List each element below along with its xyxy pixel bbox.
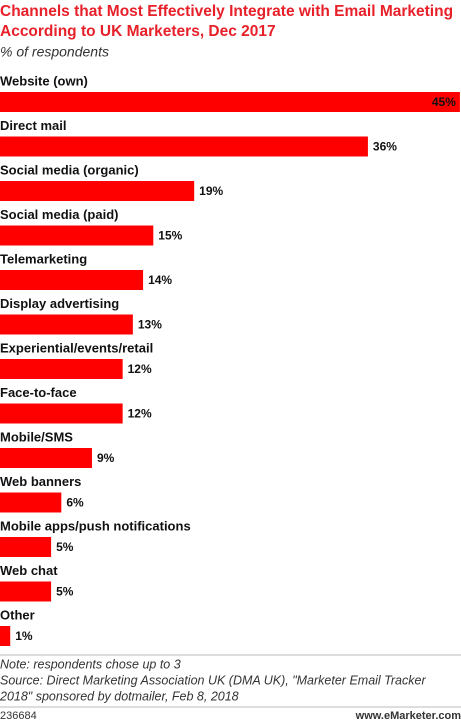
value-label: 1% (15, 629, 33, 643)
chart-subtitle: % of respondents (0, 44, 109, 60)
chart-title: Channels that Most Effectively Integrate… (0, 3, 453, 40)
value-label: 12% (128, 407, 152, 421)
value-label: 5% (56, 585, 74, 599)
category-label: Social media (paid) (0, 207, 118, 222)
footer-id: 236684 (0, 710, 37, 722)
category-label: Face-to-face (0, 385, 77, 400)
footer-brand: www.eMarketer.com (355, 710, 461, 722)
category-label: Other (0, 607, 35, 622)
bar (0, 359, 123, 379)
value-label: 15% (158, 229, 182, 243)
bar (0, 270, 144, 290)
bar (0, 537, 52, 557)
value-label: 5% (56, 540, 74, 554)
bar (0, 181, 195, 201)
bar (0, 448, 92, 468)
value-label: 36% (373, 140, 397, 154)
value-label: 14% (148, 273, 172, 287)
category-label: Web banners (0, 474, 81, 489)
category-label: Display advertising (0, 296, 119, 311)
value-label: 9% (97, 451, 115, 465)
value-label: 19% (199, 184, 223, 198)
bar (0, 626, 11, 646)
category-label: Social media (organic) (0, 162, 139, 177)
bar (0, 314, 133, 335)
bar (0, 492, 62, 513)
category-label: Website (own) (0, 73, 88, 88)
bar (0, 225, 154, 246)
category-label: Direct mail (0, 118, 66, 133)
bar (0, 581, 52, 602)
source: 2018" sponsored by dotmailer, Feb 8, 201… (0, 689, 239, 703)
category-label: Telemarketing (0, 251, 87, 266)
note: Note: respondents chose up to 3 (0, 657, 181, 671)
bar (0, 403, 123, 424)
bar (0, 136, 368, 157)
category-label: Web chat (0, 563, 58, 578)
value-label: 6% (66, 496, 84, 510)
value-label: 12% (128, 362, 152, 376)
source: Source: Direct Marketing Association UK … (0, 673, 426, 687)
category-label: Experiential/events/retail (0, 340, 153, 355)
category-label: Mobile/SMS (0, 429, 73, 444)
value-label: 13% (138, 318, 162, 332)
bar (0, 92, 460, 112)
value-label: 45% (432, 95, 456, 109)
category-label: Mobile apps/push notifications (0, 518, 191, 533)
